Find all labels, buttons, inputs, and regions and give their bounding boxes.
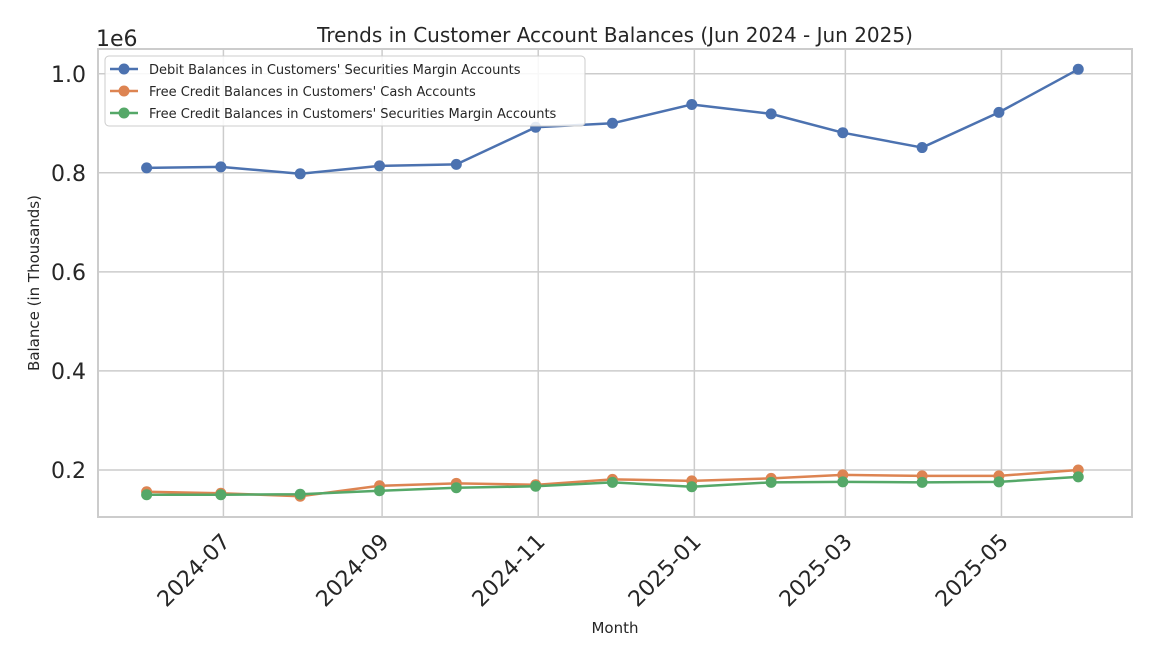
x-tick-label: 2024-09 (312, 530, 395, 613)
x-tick-label: 2025-03 (775, 530, 858, 613)
data-point (141, 489, 153, 501)
x-tick-label: 2024-11 (468, 530, 551, 613)
y-axis-label: Balance (in Thousands) (25, 195, 43, 371)
data-point (916, 142, 928, 154)
y-tick-label: 0.4 (51, 360, 86, 385)
series-1 (141, 63, 1084, 180)
data-point (294, 168, 306, 180)
legend-entry: Free Credit Balances in Customers' Secur… (110, 107, 557, 122)
legend-label: Debit Balances in Customers' Securities … (149, 63, 521, 78)
data-point (765, 476, 777, 488)
data-point (837, 127, 849, 139)
y-axis-offset-label: 1e6 (96, 27, 138, 52)
y-tick-label: 0.6 (51, 261, 86, 286)
series-3 (141, 471, 1084, 501)
y-axis: 0.2 0.4 0.6 0.8 1.0 (51, 63, 86, 484)
plot-frame (97, 48, 1133, 518)
data-point (837, 476, 849, 488)
data-point (765, 108, 777, 120)
series-layer (141, 63, 1084, 502)
data-point (450, 158, 462, 170)
x-axis: 2024-07 2024-09 2024-11 2025-01 2025-03 2025-… (153, 530, 1014, 613)
data-point (993, 106, 1005, 118)
legend-marker (118, 107, 130, 119)
x-tick-label: 2024-07 (153, 530, 236, 613)
chart-title: Trends in Customer Account Balances (Jun… (316, 23, 913, 47)
data-point (1072, 471, 1084, 483)
data-point (686, 481, 698, 493)
data-point (374, 160, 386, 172)
legend-box (104, 55, 586, 127)
y-tick-label: 0.2 (51, 459, 86, 484)
data-point (141, 162, 153, 174)
y-tick-label: 1.0 (51, 63, 86, 88)
data-point (530, 480, 542, 492)
legend-entry: Free Credit Balances in Customers' Cash … (110, 85, 476, 100)
data-point (606, 476, 618, 488)
x-tick-label: 2025-05 (931, 530, 1014, 613)
data-point (916, 476, 928, 488)
data-point (1072, 63, 1084, 75)
y-tick-label: 0.8 (51, 162, 86, 187)
data-point (993, 476, 1005, 488)
legend-marker (118, 63, 130, 75)
data-point (606, 117, 618, 129)
data-point (450, 482, 462, 494)
legend-label: Free Credit Balances in Customers' Cash … (149, 85, 476, 100)
data-point (294, 488, 306, 500)
data-point (215, 489, 227, 501)
data-point (686, 98, 698, 110)
x-tick-label: 2025-01 (624, 530, 707, 613)
x-axis-label: Month (591, 619, 638, 637)
legend-label: Free Credit Balances in Customers' Secur… (149, 107, 557, 122)
legend-marker (118, 85, 130, 97)
data-point (215, 161, 227, 173)
legend: Debit Balances in Customers' Securities … (104, 55, 586, 127)
legend-entry: Debit Balances in Customers' Securities … (110, 63, 521, 78)
data-point (374, 485, 386, 497)
